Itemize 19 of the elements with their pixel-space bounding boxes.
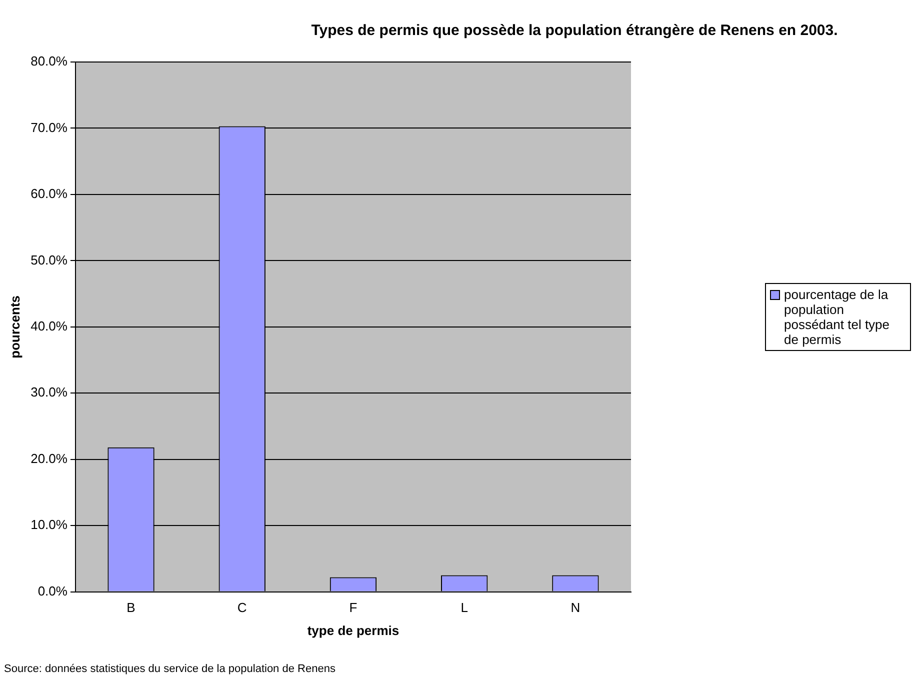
chart-title: Types de permis que possède la population étrangère de Renens en 2003.: [310, 22, 839, 39]
x-tick-label: C: [237, 600, 247, 616]
y-tick-label: 50.0%: [30, 252, 68, 268]
y-tick-label: 10.0%: [30, 517, 68, 532]
x-tick-label: L: [460, 600, 468, 616]
legend-label: pourcentage de la population possédant tel type de permis: [784, 287, 891, 347]
y-axis-title: pourcents: [7, 295, 22, 358]
y-tick-label: 20.0%: [30, 450, 68, 466]
y-tick-label: 80.0%: [30, 54, 68, 69]
x-tick-label: F: [349, 600, 358, 616]
x-axis-title: type de permis: [307, 622, 400, 638]
x-tick-label: B: [126, 600, 136, 616]
y-tick-label: 70.0%: [30, 120, 68, 135]
y-tick-label: 30.0%: [30, 384, 68, 400]
y-tick-label: 60.0%: [30, 186, 68, 202]
x-tick-label: N: [570, 600, 580, 616]
source-note: Source: données statistiques du service de la population de Renens: [4, 663, 336, 675]
y-tick-label: 40.0%: [30, 318, 68, 334]
y-tick-label: 0.0%: [38, 583, 68, 598]
